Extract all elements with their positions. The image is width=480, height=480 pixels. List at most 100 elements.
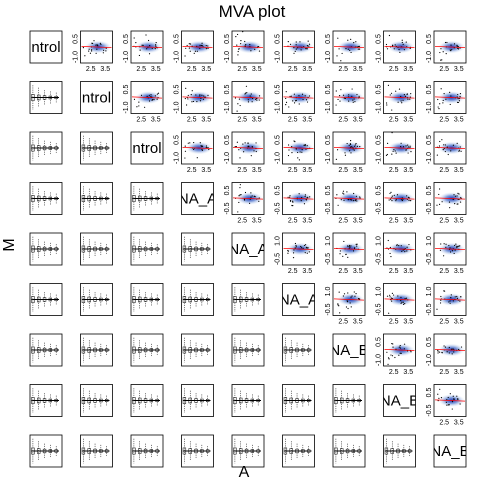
- scatter-point: [391, 298, 392, 299]
- scatter-point: [343, 191, 344, 192]
- scatter-point: [400, 297, 401, 298]
- panel-r6-c7: 2.5 3.51.0-0.5: [325, 284, 365, 326]
- panel-r9-c9: NA_B: [430, 435, 469, 467]
- scatter-point: [304, 203, 305, 204]
- y-tick-label: -0.5: [275, 253, 282, 265]
- scatter-point: [305, 145, 306, 146]
- scatter-point: [237, 34, 238, 35]
- scatter-point: [239, 48, 240, 49]
- scatter-point: [350, 147, 351, 148]
- scatter-point: [306, 197, 307, 198]
- scatter-point: [386, 352, 387, 353]
- scatter-point: [451, 49, 452, 50]
- scatter-point: [238, 149, 239, 150]
- panel-r2-c2: ntrol: [81, 82, 113, 114]
- scatter-point: [394, 195, 395, 196]
- scatter-point: [188, 143, 189, 144]
- scatter-point: [445, 151, 446, 152]
- scatter-point: [338, 48, 339, 49]
- scatter-point: [410, 48, 411, 49]
- scatter-point: [389, 358, 390, 359]
- panel-r8-c8: NA_B: [380, 385, 419, 417]
- scatter-point: [254, 196, 255, 197]
- scatter-point: [391, 154, 392, 155]
- scatter-point: [91, 49, 92, 50]
- scatter-point: [453, 396, 454, 397]
- scatter-point: [410, 96, 411, 97]
- scatter-point: [392, 196, 393, 197]
- scatter-point: [454, 253, 455, 254]
- panel-r5-c9: 2.5 3.51.0-0.5: [426, 233, 466, 275]
- panel-r8-c7: [333, 385, 365, 417]
- scatter-point: [238, 202, 239, 203]
- scatter-point: [386, 155, 387, 156]
- panel-r9-c8: [384, 435, 416, 467]
- scatter-point: [298, 95, 299, 96]
- scatter-point: [307, 101, 308, 102]
- scatter-point: [200, 145, 201, 146]
- scatter-point: [400, 345, 401, 346]
- scatter-point: [207, 45, 208, 46]
- scatter-point: [395, 44, 396, 45]
- scatter-point: [199, 95, 200, 96]
- panel-r2-c6: 2.5 3.50.5-1.0: [275, 82, 315, 124]
- scatter-point: [246, 86, 247, 87]
- scatter-point: [443, 100, 444, 101]
- scatter-point: [387, 296, 388, 297]
- scatter-point: [453, 194, 454, 195]
- scatter-point: [448, 301, 449, 302]
- x-tick-label: 3.5: [353, 218, 363, 225]
- scatter-point: [306, 199, 307, 200]
- scatter-point: [202, 45, 203, 46]
- scatter-point: [155, 95, 156, 96]
- scatter-point: [452, 250, 453, 251]
- scatter-point: [206, 48, 207, 49]
- scatter-point: [202, 146, 203, 147]
- scatter-point: [338, 305, 339, 306]
- scatter-point: [206, 45, 207, 46]
- scatter-point: [408, 152, 409, 153]
- scatter-point: [185, 48, 186, 49]
- scatter-point: [404, 348, 405, 349]
- panel-r6-c2: [81, 284, 113, 316]
- y-tick-label: -0.5: [376, 303, 383, 315]
- scatter-point: [441, 59, 442, 60]
- scatter-point: [84, 55, 85, 56]
- x-tick-label: 2.5: [237, 117, 247, 124]
- scatter-point: [239, 194, 240, 195]
- scatter-point: [441, 397, 442, 398]
- scatter-point: [447, 351, 448, 352]
- y-tick-label: 0.5: [325, 186, 332, 196]
- scatter-point: [460, 197, 461, 198]
- scatter-point: [346, 191, 347, 192]
- scatter-point: [391, 132, 392, 133]
- scatter-point: [289, 195, 290, 196]
- scatter-point: [250, 192, 251, 193]
- panel-r7-c8: 2.5 3.5 0.5 -1.0: [376, 334, 416, 376]
- panel-r9-c1: [30, 435, 62, 467]
- scatter-point: [185, 146, 186, 147]
- scatter-point: [140, 50, 141, 51]
- scatter-point: [448, 397, 449, 398]
- scatter-point: [337, 149, 338, 150]
- panel-r4-c2: [81, 183, 113, 215]
- scatter-point: [403, 302, 404, 303]
- scatter-point: [404, 303, 405, 304]
- scatter-point: [309, 251, 310, 252]
- scatter-point: [295, 243, 296, 244]
- scatter-point: [136, 106, 137, 107]
- scatter-point: [251, 155, 252, 156]
- panel-r3-c1: [30, 132, 62, 164]
- scatter-point: [186, 104, 187, 105]
- y-tick-label: -0.5: [325, 303, 332, 315]
- scatter-point: [401, 302, 402, 303]
- panel-r9-c6: [283, 435, 315, 467]
- panel-r1-c1: ntrol: [30, 31, 62, 63]
- scatter-point: [438, 106, 439, 107]
- x-tick-label: 3.5: [353, 117, 363, 124]
- scatter-point: [259, 95, 260, 96]
- scatter-point: [350, 39, 351, 40]
- scatter-point: [249, 203, 250, 204]
- x-tick-label: 2.5: [288, 117, 298, 124]
- scatter-point: [401, 143, 402, 144]
